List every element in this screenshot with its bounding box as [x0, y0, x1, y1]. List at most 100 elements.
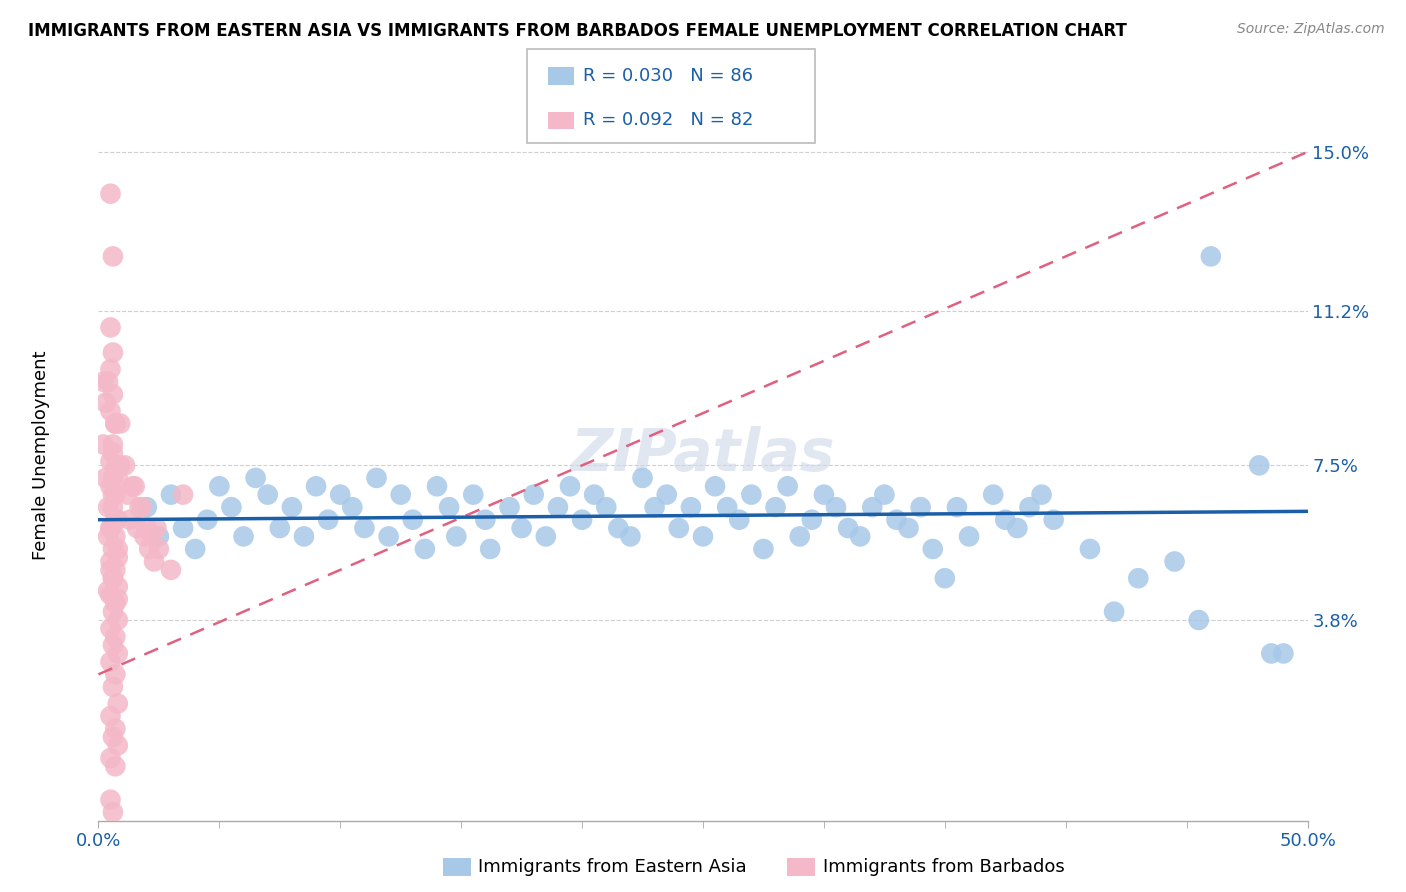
- Point: [740, 488, 762, 502]
- Text: Immigrants from Eastern Asia: Immigrants from Eastern Asia: [478, 858, 747, 876]
- Point: [934, 571, 956, 585]
- Point: [789, 529, 811, 543]
- Point: [728, 513, 751, 527]
- Point: [114, 458, 136, 473]
- Point: [107, 550, 129, 565]
- Point: [127, 521, 149, 535]
- Point: [292, 529, 315, 543]
- Point: [91, 375, 114, 389]
- Point: [752, 541, 775, 556]
- Point: [101, 249, 124, 263]
- Point: [100, 521, 122, 535]
- Point: [104, 529, 127, 543]
- Point: [631, 471, 654, 485]
- Point: [1249, 458, 1271, 473]
- Point: [413, 541, 436, 556]
- Point: [107, 613, 129, 627]
- Point: [463, 488, 485, 502]
- Text: R = 0.030   N = 86: R = 0.030 N = 86: [583, 67, 754, 85]
- Point: [101, 571, 124, 585]
- Point: [135, 521, 157, 535]
- Point: [668, 521, 690, 535]
- Point: [655, 488, 678, 502]
- Point: [547, 500, 569, 515]
- Point: [619, 529, 641, 543]
- Point: [256, 488, 278, 502]
- Point: [704, 479, 727, 493]
- Point: [437, 500, 460, 515]
- Point: [1128, 571, 1150, 585]
- Point: [353, 521, 375, 535]
- Point: [837, 521, 859, 535]
- Point: [100, 186, 122, 201]
- Point: [873, 488, 896, 502]
- Point: [644, 500, 666, 515]
- Point: [583, 488, 606, 502]
- Point: [981, 488, 1004, 502]
- Point: [100, 588, 122, 602]
- Point: [101, 730, 124, 744]
- Point: [860, 500, 883, 515]
- Point: [100, 563, 122, 577]
- Point: [1199, 249, 1222, 263]
- Text: ZIPatlas: ZIPatlas: [571, 426, 835, 483]
- Text: R = 0.092   N = 82: R = 0.092 N = 82: [583, 112, 754, 129]
- Point: [994, 513, 1017, 527]
- Point: [366, 471, 388, 485]
- Point: [160, 488, 183, 502]
- Point: [208, 479, 231, 493]
- Point: [100, 751, 122, 765]
- Point: [195, 513, 218, 527]
- Point: [426, 479, 449, 493]
- Point: [108, 417, 131, 431]
- Point: [101, 446, 124, 460]
- Point: [104, 513, 127, 527]
- Point: [148, 541, 170, 556]
- Point: [100, 362, 122, 376]
- Point: [107, 471, 129, 485]
- Point: [692, 529, 714, 543]
- Point: [1007, 521, 1029, 535]
- Point: [104, 722, 127, 736]
- Point: [305, 479, 328, 493]
- Point: [571, 513, 593, 527]
- Point: [104, 630, 127, 644]
- Point: [474, 513, 496, 527]
- Point: [118, 513, 141, 527]
- Point: [135, 500, 157, 515]
- Point: [100, 454, 122, 468]
- Point: [1102, 605, 1125, 619]
- Point: [97, 583, 120, 598]
- Point: [1078, 541, 1101, 556]
- Point: [104, 417, 127, 431]
- Point: [128, 500, 150, 515]
- Point: [94, 471, 117, 485]
- Point: [145, 521, 167, 535]
- Point: [101, 387, 124, 401]
- Point: [104, 563, 127, 577]
- Point: [107, 647, 129, 661]
- Point: [138, 541, 160, 556]
- Point: [104, 417, 127, 431]
- Point: [101, 605, 124, 619]
- Point: [1042, 513, 1064, 527]
- Point: [607, 521, 630, 535]
- Point: [498, 500, 520, 515]
- Point: [595, 500, 617, 515]
- Y-axis label: Female Unemployment: Female Unemployment: [32, 351, 51, 559]
- Point: [94, 395, 117, 409]
- Point: [107, 513, 129, 527]
- Point: [107, 739, 129, 753]
- Point: [100, 404, 122, 418]
- Point: [101, 471, 124, 485]
- Point: [100, 320, 122, 334]
- Point: [849, 529, 872, 543]
- Point: [172, 521, 194, 535]
- Point: [813, 488, 835, 502]
- Point: [104, 759, 127, 773]
- Point: [172, 488, 194, 502]
- Point: [104, 462, 127, 476]
- Point: [101, 680, 124, 694]
- Point: [1260, 647, 1282, 661]
- Point: [108, 458, 131, 473]
